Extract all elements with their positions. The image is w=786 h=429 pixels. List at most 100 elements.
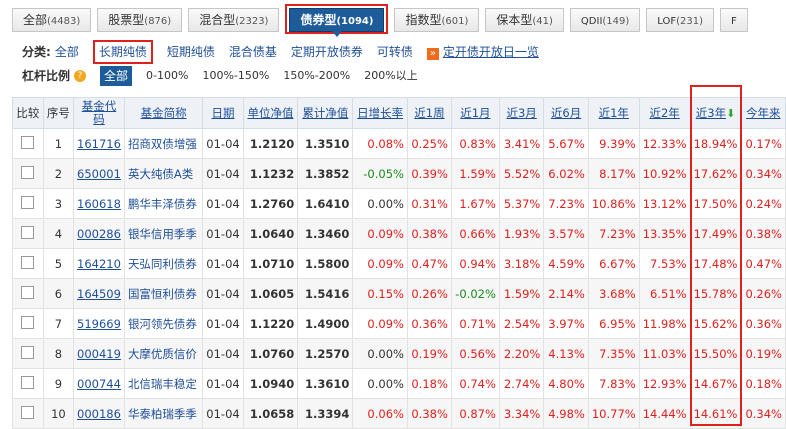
return-ytd: 0.38%: [740, 218, 786, 249]
return-2y: 10.92%: [638, 158, 691, 189]
col-3m[interactable]: 近3月: [498, 97, 545, 129]
category-all[interactable]: 全部: [54, 45, 79, 59]
tab-count: (1094): [336, 16, 374, 27]
fund-code[interactable]: 161716: [73, 128, 125, 159]
fund-type-tabs: 全部(4483) 股票型(876) 混合型(2323) 债券型(1094) 指数…: [12, 4, 786, 37]
fund-code[interactable]: 164210: [73, 248, 125, 279]
fund-table: 比较 序号 基金代码 基金简称 日期 单位净值 累计净值 日增长率 近1周 近1…: [12, 97, 786, 429]
col-date[interactable]: 日期: [202, 97, 244, 129]
tab-count: (601): [441, 16, 469, 27]
return-6m: 7.23%: [543, 188, 589, 219]
fund-code[interactable]: 519669: [73, 308, 125, 339]
leverage-all[interactable]: 全部: [100, 66, 133, 86]
plan-link[interactable]: » 定开债开放日一览: [426, 42, 539, 62]
tab-count: (876): [144, 16, 172, 27]
table-row: 8 000419 大摩优质信价 01-04 1.0760 1.2570 0.00% 0.19%…: [12, 338, 786, 369]
tab-mixed[interactable]: 混合型(2323): [188, 8, 280, 32]
nav-date: 01-04: [202, 368, 244, 399]
col-ytd[interactable]: 今年来: [740, 97, 786, 129]
unit-nav: 1.1232: [242, 158, 299, 189]
compare-checkbox[interactable]: [21, 255, 35, 269]
fund-name[interactable]: 招商双债增强: [123, 128, 204, 159]
return-1m: -0.02%: [450, 278, 500, 309]
col-nav[interactable]: 单位净值: [242, 97, 299, 129]
col-1w[interactable]: 近1周: [406, 97, 452, 129]
fund-name[interactable]: 银河领先债券: [123, 308, 204, 339]
unit-nav: 1.1220: [242, 308, 299, 339]
col-6m[interactable]: 近6月: [543, 97, 589, 129]
tab-bond[interactable]: 债券型(1094): [289, 8, 385, 37]
leverage-200-plus[interactable]: 200%以上: [364, 69, 418, 82]
table-row: 2 650001 英大纯债A类 01-04 1.1232 1.3852 -0.05% 0.39…: [12, 158, 786, 189]
col-3y[interactable]: 近3年⬇: [689, 97, 742, 129]
fund-code[interactable]: 164509: [73, 278, 125, 309]
tab-more[interactable]: F: [720, 8, 748, 32]
category-convertible-bond[interactable]: 可转债: [376, 45, 413, 59]
fund-code[interactable]: 000419: [73, 338, 125, 369]
acc-nav: 1.3610: [297, 368, 354, 399]
col-1m[interactable]: 近1月: [450, 97, 500, 129]
return-3y: 17.48%: [689, 248, 742, 279]
tab-stock[interactable]: 股票型(876): [97, 8, 183, 32]
fund-name[interactable]: 国富恒利债券: [123, 278, 204, 309]
tab-index[interactable]: 指数型(601): [394, 8, 480, 32]
tab-label: 混合型: [199, 13, 236, 27]
fund-code[interactable]: 000186: [73, 398, 125, 429]
fund-name[interactable]: 北信瑞丰稳定: [123, 368, 204, 399]
unit-nav: 1.2760: [242, 188, 299, 219]
return-3m: 2.54%: [498, 308, 545, 339]
tab-label: 保本型: [496, 13, 533, 27]
compare-checkbox[interactable]: [21, 405, 35, 419]
return-2y: 11.03%: [638, 338, 691, 369]
return-3y: 17.50%: [689, 188, 742, 219]
table-row: 6 164509 国富恒利债券 01-04 1.0605 1.5416 0.15% 0.26%…: [12, 278, 786, 309]
compare-checkbox[interactable]: [21, 135, 35, 149]
fund-code[interactable]: 160618: [73, 188, 125, 219]
return-1w: 0.36%: [406, 308, 452, 339]
fund-code[interactable]: 650001: [73, 158, 125, 189]
tab-lof[interactable]: LOF(231): [646, 8, 715, 32]
unit-nav: 1.0940: [242, 368, 299, 399]
fund-name[interactable]: 大摩优质信价: [123, 338, 204, 369]
col-1y[interactable]: 近1年: [587, 97, 640, 129]
leverage-0-100[interactable]: 0-100%: [146, 69, 189, 82]
leverage-150-200[interactable]: 150%-200%: [283, 69, 351, 82]
compare-checkbox[interactable]: [21, 285, 35, 299]
col-daily[interactable]: 日增长率: [352, 97, 408, 129]
col-acc-nav[interactable]: 累计净值: [297, 97, 354, 129]
return-6m: 3.97%: [543, 308, 589, 339]
tab-count: (231): [676, 16, 704, 27]
acc-nav: 1.3510: [297, 128, 354, 159]
tab-guaranteed[interactable]: 保本型(41): [485, 8, 564, 32]
category-periodic-open-bond[interactable]: 定期开放债券: [290, 45, 363, 59]
category-short-term-bond[interactable]: 短期纯债: [166, 45, 215, 59]
tab-all[interactable]: 全部(4483): [12, 8, 92, 32]
fund-name[interactable]: 天弘同利债券: [123, 248, 204, 279]
compare-checkbox[interactable]: [21, 225, 35, 239]
category-mixed-bond[interactable]: 混合债基: [228, 45, 277, 59]
nav-date: 01-04: [202, 278, 244, 309]
compare-checkbox[interactable]: [21, 375, 35, 389]
acc-nav: 1.3460: [297, 218, 354, 249]
tab-label: 指数型: [405, 13, 442, 27]
fund-name[interactable]: 银华信用季季: [123, 218, 204, 249]
tab-bond-highlight: 债券型(1094): [285, 4, 389, 37]
leverage-100-150[interactable]: 100%-150%: [202, 69, 270, 82]
compare-checkbox[interactable]: [21, 195, 35, 209]
col-name[interactable]: 基金简称: [123, 97, 204, 129]
nav-date: 01-04: [202, 248, 244, 279]
fund-code[interactable]: 000286: [73, 218, 125, 249]
col-code[interactable]: 基金代码: [73, 97, 125, 129]
fund-name[interactable]: 华泰柏瑞季季: [123, 398, 204, 429]
fund-code[interactable]: 000744: [73, 368, 125, 399]
fund-name[interactable]: 鹏华丰泽债券: [123, 188, 204, 219]
compare-checkbox[interactable]: [21, 165, 35, 179]
tab-qdii[interactable]: QDII(149): [569, 8, 641, 32]
return-3y: 17.49%: [689, 218, 742, 249]
fund-name[interactable]: 英大纯债A类: [123, 158, 204, 189]
question-icon[interactable]: ?: [74, 70, 87, 82]
compare-checkbox[interactable]: [21, 345, 35, 359]
category-long-term-bond[interactable]: 长期纯债: [92, 40, 153, 64]
compare-checkbox[interactable]: [21, 315, 35, 329]
col-2y[interactable]: 近2年: [638, 97, 691, 129]
